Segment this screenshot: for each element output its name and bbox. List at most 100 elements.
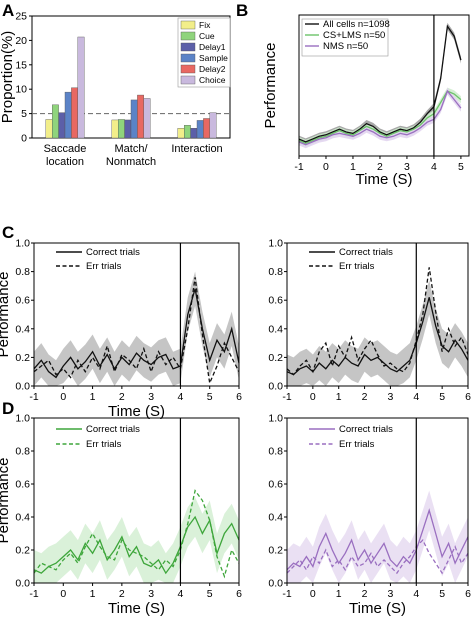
x-tick-label: 1 xyxy=(336,588,342,600)
y-tick-label: 20 xyxy=(15,35,27,47)
x-tick-label: 3 xyxy=(388,391,394,403)
legend-label: Correct trials xyxy=(339,247,393,258)
bar xyxy=(190,128,198,139)
legend-label: CS+LMS n=50 xyxy=(323,30,385,41)
category-label: Match/ xyxy=(114,143,148,155)
x-tick-label: 6 xyxy=(465,588,471,600)
chart-c-left: -1 0 1 2 3 4 5 6 0.0 0.2 0.4 0.6 0.8 1.0 Time (S) Perfo… xyxy=(0,238,242,421)
legend-label: Err trials xyxy=(339,261,375,272)
legend-swatch xyxy=(180,53,196,63)
bar xyxy=(183,125,191,139)
x-tick-label: 5 xyxy=(439,391,445,403)
series-line xyxy=(286,267,469,376)
bar xyxy=(124,119,132,139)
legend-label: Correct trials xyxy=(339,424,393,435)
bar xyxy=(143,98,151,139)
category-label: location xyxy=(46,156,84,168)
x-tick-label: 6 xyxy=(465,391,471,403)
x-tick-label: -1 xyxy=(282,391,291,403)
plot-frame xyxy=(286,242,469,387)
panel-label-c: C xyxy=(2,223,14,242)
plot-frame xyxy=(33,417,240,584)
error-band xyxy=(287,490,468,583)
bar xyxy=(209,112,217,139)
y-tick-label: 15 xyxy=(15,59,27,71)
category-label: Nonmatch xyxy=(106,156,156,168)
x-axis-label: Time (S) xyxy=(108,403,165,420)
legend-label: All cells n=1098 xyxy=(323,19,390,30)
x-tick-label: -1 xyxy=(294,161,303,173)
plot-frame xyxy=(33,242,240,387)
x-tick-label: 2 xyxy=(362,391,368,403)
chart-c-right: -1 0 1 2 3 4 5 6 0.0 0.2 0.4 0.6 0.8 1.0 Correct trial… xyxy=(268,238,471,404)
y-axis-label: Performance xyxy=(0,272,12,358)
x-tick-label: 3 xyxy=(148,391,154,403)
bar xyxy=(196,120,204,139)
x-tick-label: 6 xyxy=(236,588,242,600)
y-tick-label: 1.0 xyxy=(268,413,283,425)
y-tick-label: 10 xyxy=(15,84,27,96)
y-axis-label: Performance xyxy=(262,43,279,129)
x-tick-label: -1 xyxy=(29,391,38,403)
category-label: Interaction xyxy=(171,143,222,155)
legend-swatch xyxy=(180,64,196,74)
y-tick-label: 0.2 xyxy=(15,545,30,557)
y-tick-label: 25 xyxy=(15,11,27,23)
panel-label-a: A xyxy=(2,1,14,20)
y-tick-label: 0.2 xyxy=(15,352,30,364)
x-tick-label: 2 xyxy=(377,161,383,173)
legend-label: Sample xyxy=(199,53,228,63)
bar xyxy=(117,119,125,139)
legend-label: Delay2 xyxy=(199,64,226,74)
y-tick-label: 0.8 xyxy=(15,446,30,458)
x-tick-label: 3 xyxy=(404,161,410,173)
series-line xyxy=(286,508,469,571)
x-tick-label: 6 xyxy=(236,391,242,403)
legend-label: Delay1 xyxy=(199,42,226,52)
x-tick-label: 0 xyxy=(60,391,66,403)
series-line xyxy=(33,288,240,379)
x-axis-label: Time (S) xyxy=(356,171,413,188)
y-tick-label: 0.6 xyxy=(268,479,283,491)
y-tick-label: 0.2 xyxy=(268,545,283,557)
x-tick-label: -1 xyxy=(29,588,38,600)
x-axis-label: Time (S) xyxy=(108,600,165,617)
bar xyxy=(58,112,66,139)
x-tick-label: 1 xyxy=(336,391,342,403)
bar xyxy=(137,94,144,139)
series-line xyxy=(33,489,240,579)
y-tick-label: 0.8 xyxy=(268,446,283,458)
x-tick-label: 5 xyxy=(458,161,464,173)
bar xyxy=(71,87,79,139)
y-axis-label: Performance xyxy=(0,458,12,544)
y-tick-label: 0.0 xyxy=(268,578,283,590)
legend-label: Err trials xyxy=(339,439,375,450)
x-tick-label: 1 xyxy=(90,391,96,403)
x-tick-label: 4 xyxy=(178,588,184,600)
x-tick-label: 0 xyxy=(60,588,66,600)
x-tick-label: 5 xyxy=(439,588,445,600)
series-line xyxy=(286,297,469,376)
y-tick-label: 0.6 xyxy=(268,295,283,307)
x-tick-label: 3 xyxy=(388,588,394,600)
error-band xyxy=(34,271,239,386)
legend-swatch xyxy=(180,31,196,41)
legend-box xyxy=(301,18,389,57)
chart-d-right: -1 0 1 2 3 4 5 6 0.0 0.2 0.4 0.6 0.8 1.0 Time (S) Corre… xyxy=(268,413,471,618)
y-tick-label: 5 xyxy=(21,108,27,120)
y-tick-label: 1.0 xyxy=(15,413,30,425)
y-tick-label: 0.4 xyxy=(15,512,30,524)
x-tick-label: 4 xyxy=(431,161,437,173)
error-band xyxy=(34,497,239,583)
legend-swatch xyxy=(180,20,196,30)
x-tick-label: 3 xyxy=(148,588,154,600)
legend-label: Correct trials xyxy=(86,424,140,435)
bar xyxy=(52,104,59,139)
legend-label: Correct trials xyxy=(86,247,140,258)
panel-label-d: D xyxy=(2,399,14,418)
x-tick-label: 0 xyxy=(310,588,316,600)
bar xyxy=(177,128,185,139)
y-tick-label: 0.0 xyxy=(15,381,30,393)
